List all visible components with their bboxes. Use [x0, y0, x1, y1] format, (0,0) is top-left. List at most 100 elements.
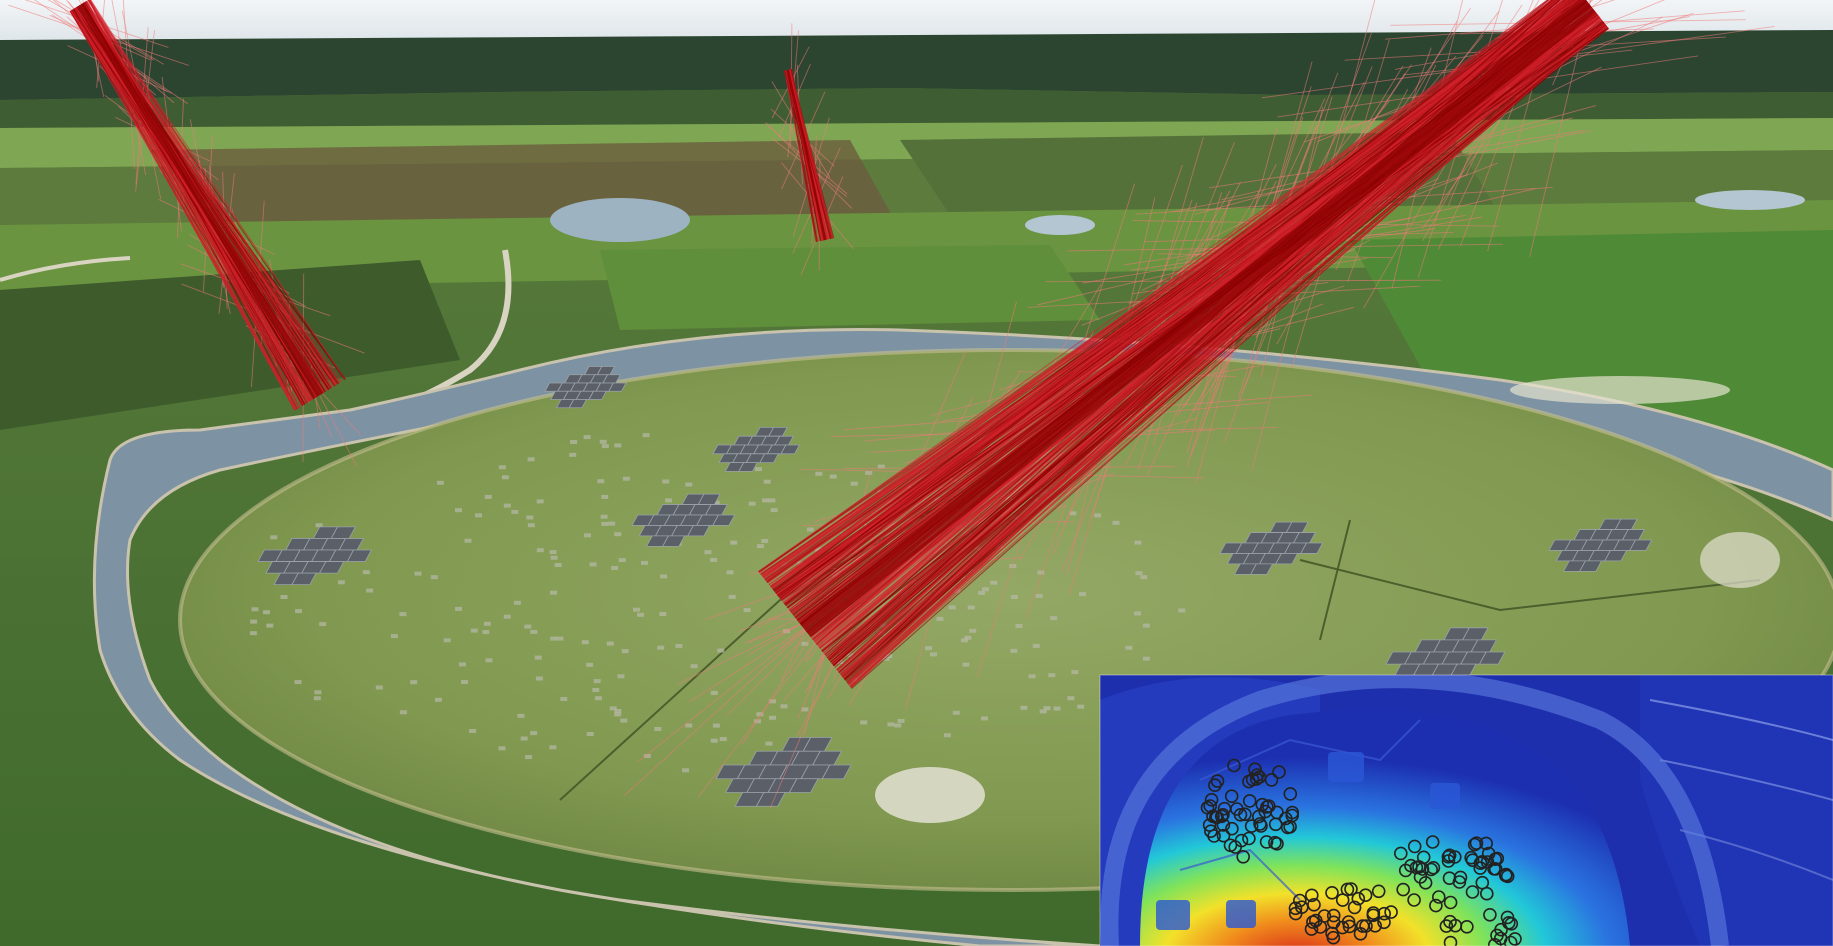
antenna-ring [1371, 884, 1386, 899]
antenna-dot [434, 697, 442, 702]
antenna-dot [524, 624, 532, 629]
antenna-dot [1015, 624, 1023, 628]
antenna-dot [1142, 656, 1150, 661]
antenna-dot [967, 605, 975, 610]
antenna-dot [614, 709, 622, 713]
antenna-ring [1244, 819, 1259, 833]
antenna-ring [1502, 915, 1516, 930]
antenna-dot [601, 444, 609, 449]
antenna-dot [815, 471, 823, 476]
antenna-ring [1216, 828, 1231, 843]
antenna-dot [482, 630, 490, 635]
antenna-ring [1439, 919, 1454, 933]
antenna-dot [280, 595, 288, 599]
antenna-dot [485, 658, 493, 663]
antenna-dot [690, 664, 698, 669]
antenna-ring [1304, 922, 1319, 936]
antenna-dot [637, 612, 644, 617]
antenna-ring [1210, 774, 1225, 788]
antenna-ring [1465, 885, 1480, 899]
antenna-dot [894, 723, 902, 728]
antenna-dot [761, 539, 769, 543]
antenna-dot [527, 523, 535, 528]
antenna-dot [470, 628, 478, 633]
antenna-station-icon [1548, 518, 1653, 572]
antenna-dot [665, 498, 673, 503]
antenna-dot [266, 623, 274, 628]
antenna-dot [1037, 570, 1045, 575]
antenna-dot [763, 479, 771, 484]
antenna-ring [1204, 792, 1219, 807]
antenna-ring [1488, 862, 1503, 876]
antenna-dot [601, 494, 609, 499]
antenna-dot [730, 540, 738, 545]
antenna-dot [948, 605, 956, 610]
antenna-station-icon [712, 427, 801, 472]
antenna-ring [1377, 906, 1391, 921]
antenna-dot [483, 621, 491, 626]
antenna-dot [601, 521, 609, 526]
antenna-dot [780, 704, 788, 709]
antenna-dot [964, 635, 972, 640]
antenna-dot [846, 653, 854, 658]
antenna-ring [1335, 893, 1350, 907]
antenna-dot [511, 509, 519, 514]
antenna-dot [549, 550, 557, 555]
antenna-dot [530, 629, 538, 634]
antenna-ring [1242, 831, 1256, 846]
antenna-dot [608, 521, 616, 526]
antenna-ring [1268, 835, 1282, 850]
antenna-dot [877, 464, 885, 469]
antenna-ring [1404, 858, 1418, 873]
antenna-dot [475, 513, 483, 518]
antenna-ring [1384, 905, 1398, 919]
antenna-dot [1032, 643, 1040, 648]
antenna-dot [1134, 540, 1142, 545]
antenna-dot [768, 498, 776, 503]
antenna-dot [455, 606, 462, 611]
antenna-dot [319, 622, 327, 627]
antenna-dot [1035, 593, 1043, 598]
antenna-ring [1204, 824, 1218, 839]
antenna-dot [614, 712, 622, 717]
antenna-dot [654, 727, 662, 731]
antenna-dot [762, 498, 770, 503]
antenna-ring [1429, 898, 1443, 913]
antenna-ring [1288, 906, 1303, 921]
antenna-dot [1050, 616, 1058, 621]
antenna-dot [978, 591, 986, 595]
antenna-dot [469, 729, 477, 733]
radio-footprint-inset [1100, 675, 1833, 946]
antenna-dot [748, 501, 756, 506]
antenna-ring [1416, 850, 1431, 865]
antenna-dot [583, 435, 591, 440]
antenna-dot [520, 736, 528, 741]
antenna-dot [501, 475, 509, 480]
antenna-dot [1067, 696, 1075, 701]
antenna-ring [1307, 897, 1321, 912]
antenna-ring [1483, 907, 1497, 922]
antenna-dot [314, 690, 322, 695]
antenna-dot [593, 679, 601, 684]
antenna-ring [1216, 818, 1231, 832]
antenna-ring [1396, 882, 1410, 897]
antenna-dot [461, 680, 468, 684]
antenna-dot [1028, 674, 1036, 679]
antenna-dot [414, 571, 422, 576]
antenna-dot [443, 638, 451, 643]
antenna-ring [1442, 848, 1457, 863]
antenna-dot [660, 574, 668, 579]
antenna-dot [1178, 608, 1186, 613]
antenna-ring [1200, 800, 1215, 815]
antenna-dot [1071, 670, 1079, 675]
antenna-dot [704, 550, 712, 555]
antenna-dot [850, 481, 858, 486]
antenna-dot [621, 649, 629, 654]
antenna-dot [969, 628, 977, 633]
antenna-ring [1443, 914, 1457, 929]
antenna-dot [527, 457, 535, 462]
antenna-dot [549, 745, 557, 750]
antenna-station-icon [631, 493, 736, 547]
antenna-ring [1254, 819, 1268, 833]
antenna-dot [362, 570, 370, 575]
